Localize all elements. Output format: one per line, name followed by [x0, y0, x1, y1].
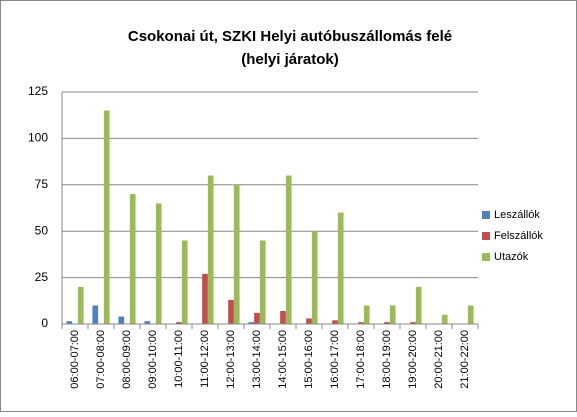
bar	[384, 322, 390, 324]
bar	[389, 305, 396, 324]
y-tick-label: 100	[28, 131, 48, 145]
x-tick-label: 20:00-21:00	[433, 330, 445, 389]
x-tick-label: 17:00-18:00	[355, 330, 367, 389]
bar	[118, 316, 125, 324]
bar	[77, 286, 84, 324]
x-tick-label: 21:00-22:00	[459, 330, 471, 389]
y-tick-label: 125	[28, 84, 48, 98]
y-tick-label: 50	[35, 223, 49, 237]
bar	[280, 311, 286, 324]
y-tick-label: 75	[35, 177, 49, 191]
bar	[259, 240, 266, 324]
x-tick-label: 13:00-14:00	[251, 330, 263, 389]
bar	[332, 320, 338, 324]
chart-title: (helyi járatok)	[241, 51, 339, 68]
bar	[415, 286, 422, 324]
bar	[66, 321, 73, 324]
bar	[233, 184, 240, 324]
bar	[254, 312, 260, 324]
bar	[181, 240, 188, 324]
bar	[306, 318, 312, 324]
legend-label: Utazók	[494, 251, 529, 263]
bar	[103, 110, 110, 324]
legend-label: Leszállók	[494, 209, 540, 221]
x-tick-label: 09:00-10:00	[147, 330, 159, 389]
bar	[144, 321, 151, 324]
bar	[155, 203, 162, 324]
legend-swatch	[482, 211, 490, 219]
x-tick-label: 06:00-07:00	[69, 330, 81, 389]
legend-swatch	[482, 232, 490, 240]
legend-swatch	[482, 253, 490, 261]
x-tick-label: 19:00-20:00	[407, 330, 419, 389]
x-tick-label: 10:00-11:00	[173, 330, 185, 388]
x-tick-label: 12:00-13:00	[225, 330, 237, 389]
bar	[410, 322, 416, 324]
x-tick-label: 15:00-16:00	[303, 330, 315, 389]
bar	[285, 175, 292, 324]
bar	[248, 322, 255, 324]
bar	[176, 322, 182, 324]
x-tick-label: 07:00-08:00	[95, 330, 107, 389]
bar	[441, 314, 448, 324]
x-tick-label: 16:00-17:00	[329, 330, 341, 389]
x-tick-label: 18:00-19:00	[381, 330, 393, 389]
y-tick-label: 25	[35, 270, 49, 284]
bar	[92, 305, 99, 324]
x-tick-label: 11:00-12:00	[199, 330, 211, 388]
bar	[467, 305, 474, 324]
y-tick-label: 0	[41, 316, 48, 330]
bar	[363, 305, 370, 324]
bar	[337, 212, 344, 324]
bar	[202, 273, 208, 324]
bar	[228, 299, 234, 324]
x-tick-label: 08:00-09:00	[121, 330, 133, 389]
bar	[311, 231, 318, 324]
x-tick-label: 14:00-15:00	[277, 330, 289, 389]
chart-title: Csokonai út, SZKI Helyi autóbuszállomás …	[128, 28, 452, 45]
bar	[129, 194, 136, 324]
bar	[358, 322, 364, 324]
bar	[207, 175, 214, 324]
legend-label: Felszállók	[494, 230, 543, 242]
